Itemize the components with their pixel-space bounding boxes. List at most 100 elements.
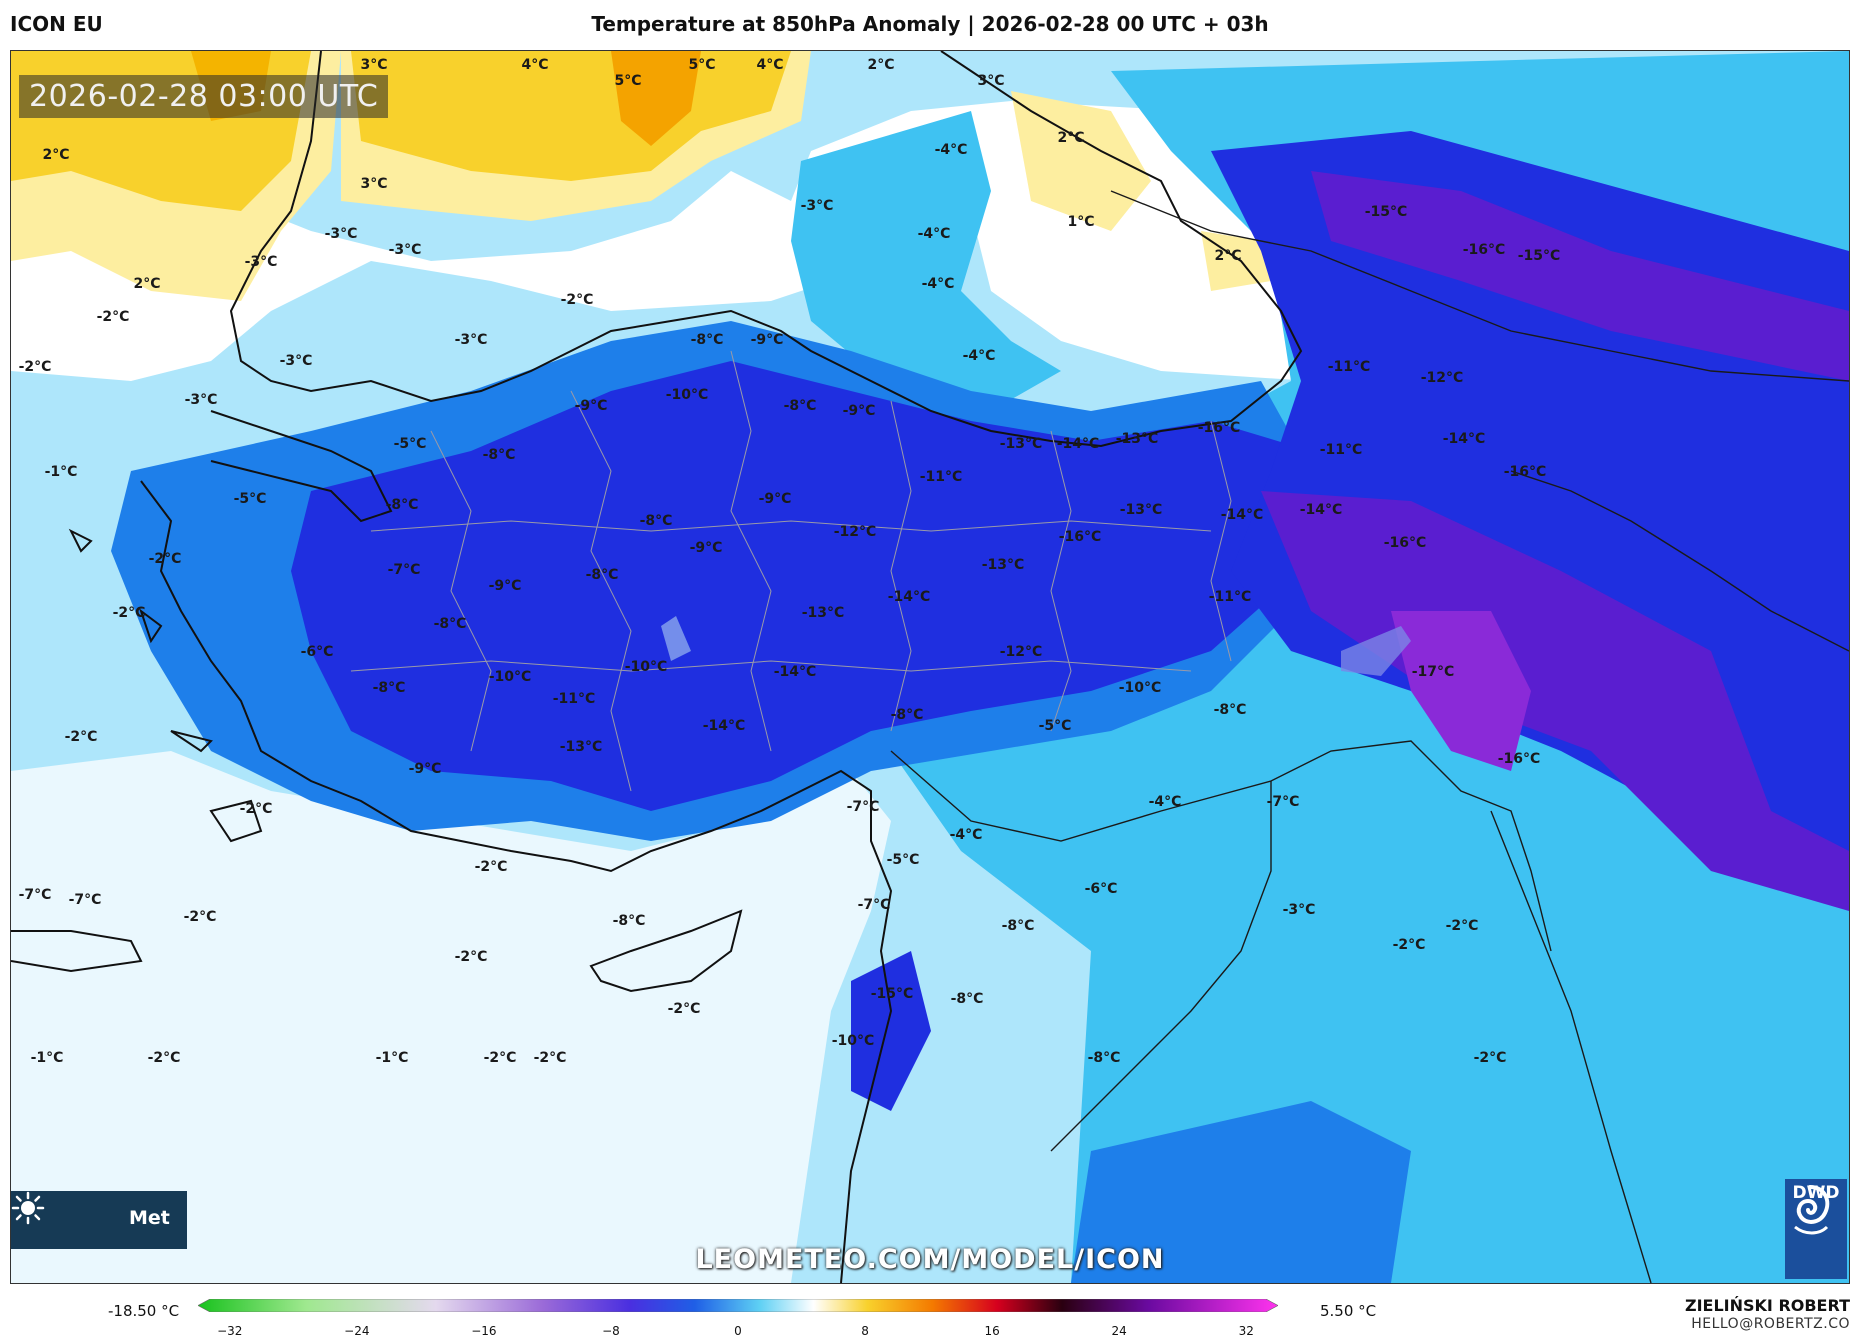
temperature-label: -9°C (750, 332, 784, 348)
temperature-label: -1°C (44, 464, 78, 480)
temperature-label: -2°C (1473, 1050, 1507, 1066)
temperature-label: 2°C (867, 57, 895, 73)
temperature-label: -14°C (1442, 431, 1486, 447)
colorbar-tick-label: −16 (471, 1324, 497, 1338)
temperature-label: -8°C (950, 991, 984, 1007)
temperature-label: -2°C (560, 292, 594, 308)
temperature-label: -11°C (1208, 589, 1252, 605)
cold-extreme-east (1311, 171, 1849, 381)
temperature-label: -16°C (1383, 535, 1427, 551)
temperature-label: -14°C (887, 589, 931, 605)
temperature-label: 2°C (1057, 130, 1085, 146)
temperature-label: -9°C (842, 403, 876, 419)
temperature-label: -8°C (890, 707, 924, 723)
temperature-label: -14°C (1299, 502, 1343, 518)
temperature-label: -12°C (999, 644, 1043, 660)
temperature-label: -3°C (244, 254, 278, 270)
temperature-label: -3°C (279, 353, 313, 369)
temperature-label: -2°C (18, 359, 52, 375)
temperature-label: -10°C (1118, 680, 1162, 696)
temperature-label: -8°C (612, 913, 646, 929)
temperature-label: -7°C (846, 799, 880, 815)
temperature-label: -2°C (1392, 937, 1426, 953)
temperature-label: -2°C (474, 859, 508, 875)
temperature-label: -2°C (1445, 918, 1479, 934)
temperature-label: -14°C (1056, 436, 1100, 452)
cold-zone-black-sea (791, 111, 1061, 411)
temperature-label: -8°C (1001, 918, 1035, 934)
temperature-label: -2°C (533, 1050, 567, 1066)
temperature-label: -3°C (184, 392, 218, 408)
model-name: ICON EU (10, 12, 103, 36)
neutral-zone-south (11, 751, 891, 1283)
temperature-label: -8°C (690, 332, 724, 348)
temperature-label: -2°C (96, 309, 130, 325)
temperature-label: -16°C (1462, 242, 1506, 258)
temperature-label: -9°C (689, 540, 723, 556)
temperature-label: 3°C (360, 176, 388, 192)
temperature-label: -5°C (886, 852, 920, 868)
lake-van (1341, 626, 1411, 676)
temperature-label: -1°C (375, 1050, 409, 1066)
temperature-label: -6°C (1084, 881, 1118, 897)
temperature-label: -15°C (1364, 204, 1408, 220)
temperature-label: -3°C (800, 198, 834, 214)
temperature-label: -5°C (393, 436, 427, 452)
temperature-label: -5°C (1038, 718, 1072, 734)
temperature-anomaly-map: 3°C 4°C 5°C 5°C 4°C 2°C 3°C 2°C 3°C -4°C 2°C -3°C 1°… (10, 50, 1850, 1284)
temperature-label: 4°C (756, 57, 784, 73)
temperature-label: -16°C (1058, 529, 1102, 545)
temperature-label: 1°C (1067, 214, 1095, 230)
cold-zone-levant (851, 951, 931, 1111)
temperature-label: -2°C (183, 909, 217, 925)
temperature-label: -2°C (148, 551, 182, 567)
temperature-label: -2°C (64, 729, 98, 745)
temperature-label: -4°C (962, 348, 996, 364)
temperature-label: -3°C (1282, 902, 1316, 918)
temperature-label: -4°C (949, 827, 983, 843)
temperature-label: -2°C (454, 949, 488, 965)
temperature-label: -8°C (433, 616, 467, 632)
colorbar-tick-label: −8 (602, 1324, 620, 1338)
warm-core (611, 51, 701, 146)
borders (890, 190, 1849, 1283)
temperature-label: -3°C (388, 242, 422, 258)
colorbar-max-label: 5.50 °C (1320, 1302, 1377, 1320)
temperature-label: -11°C (1319, 442, 1363, 458)
temperature-label: -10°C (665, 387, 709, 403)
temperature-label: -8°C (639, 513, 673, 529)
temperature-label: -13°C (1115, 431, 1159, 447)
sun-icon (11, 1191, 45, 1225)
temperature-label: -3°C (324, 226, 358, 242)
colorbar-tick-label: −24 (344, 1324, 370, 1338)
colorbar-min-label: -18.50 °C (108, 1302, 180, 1320)
temperature-label: -17°C (1411, 664, 1455, 680)
author-name: ZIELIŃSKI ROBERT (1684, 1296, 1850, 1315)
temperature-label: -13°C (1119, 502, 1163, 518)
colorbar: -18.50 °C −32 −24 −16 −8 0 8 16 24 32 5.50 (0, 1284, 1860, 1338)
author-email: HELLO@ROBERTZ.CO (1691, 1316, 1850, 1332)
temperature-label: -2°C (112, 605, 146, 621)
temperature-label: -8°C (1087, 1050, 1121, 1066)
temperature-label: -9°C (488, 578, 522, 594)
valid-time-stamp: 2026-02-28 03:00 UTC (19, 75, 389, 118)
temperature-label: -9°C (408, 761, 442, 777)
temperature-label: 5°C (688, 57, 716, 73)
temperature-label: -2°C (667, 1001, 701, 1017)
temperature-label: -10°C (831, 1033, 875, 1049)
temperature-label: -8°C (1213, 702, 1247, 718)
temperature-label: -5°C (233, 491, 267, 507)
temperature-label: -13°C (801, 605, 845, 621)
temperature-label: -11°C (1327, 359, 1371, 375)
temperature-label: -2°C (239, 801, 273, 817)
temperature-label: 2°C (42, 147, 70, 163)
temperature-label: -16°C (1497, 751, 1541, 767)
temperature-label: -7°C (68, 892, 102, 908)
temperature-label: -8°C (372, 680, 406, 696)
colorbar-tick-label: 32 (1238, 1324, 1254, 1338)
temperature-label: -7°C (18, 887, 52, 903)
temperature-label: -2°C (483, 1050, 517, 1066)
temperature-label: 3°C (360, 57, 388, 73)
dwd-logo: DWD (1785, 1179, 1847, 1279)
temperature-label: -7°C (387, 562, 421, 578)
